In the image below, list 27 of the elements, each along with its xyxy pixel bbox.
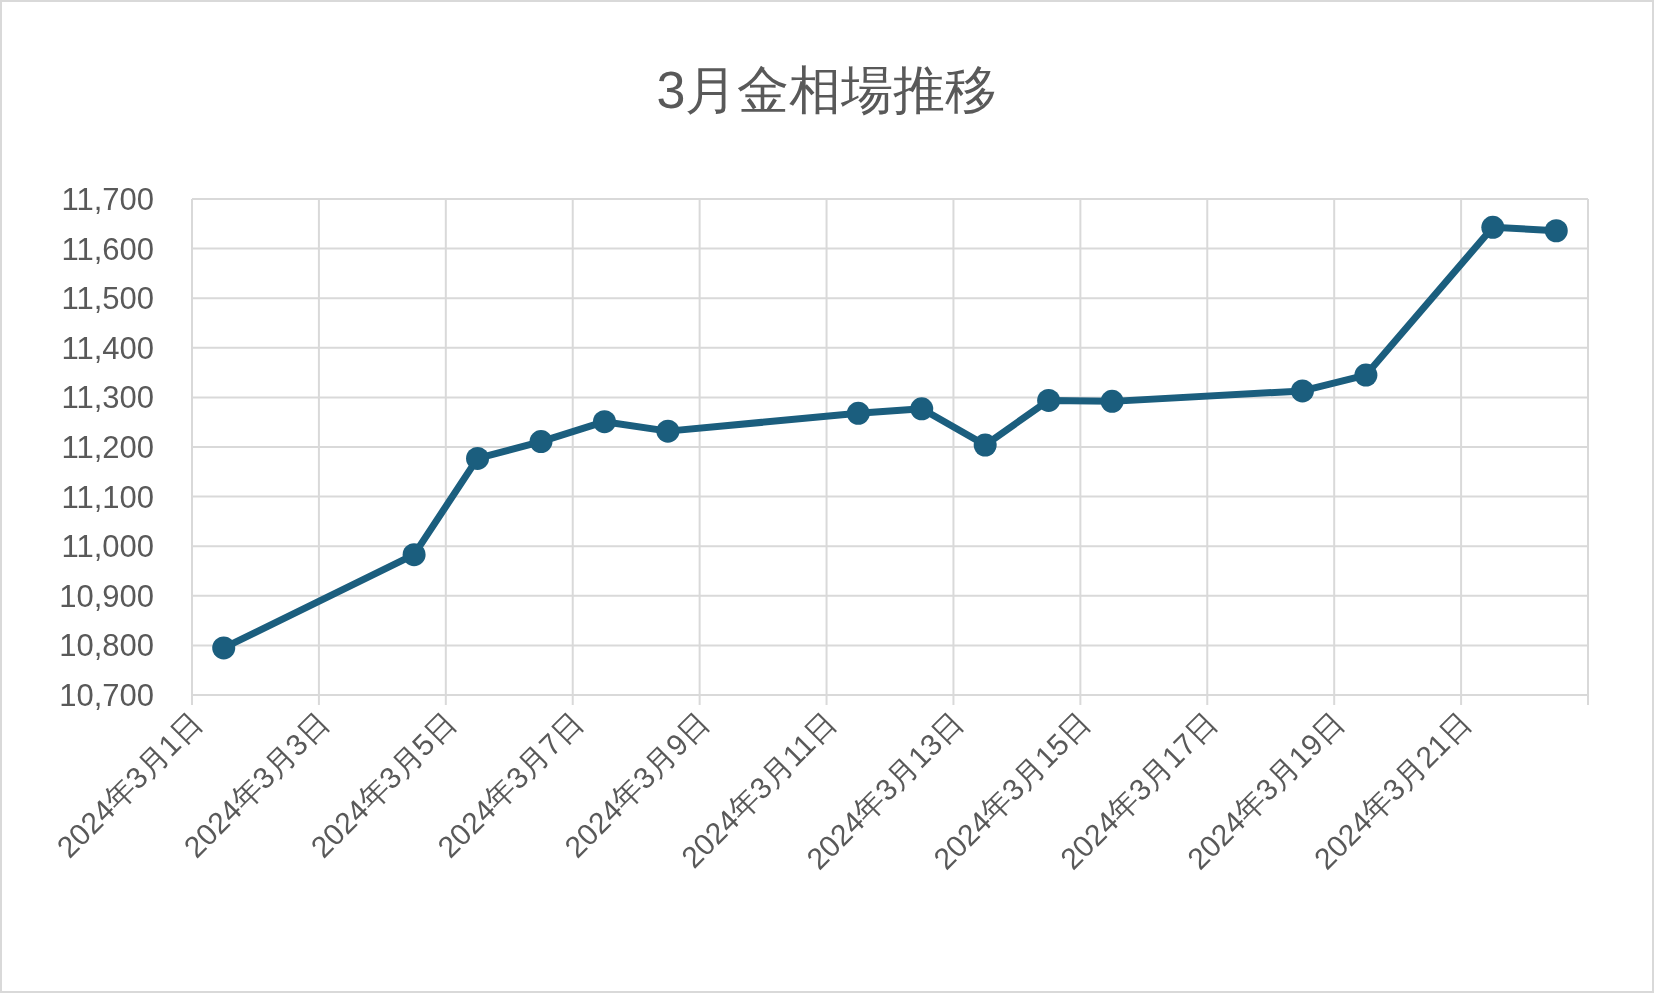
point <box>466 446 490 470</box>
point <box>1100 389 1124 413</box>
point <box>656 419 680 443</box>
point <box>1037 388 1061 412</box>
point <box>529 430 553 454</box>
y-tick-label: 10,800 <box>59 628 154 664</box>
chart-title: 3月金相場推移 <box>656 61 998 119</box>
y-tick-label: 11,100 <box>61 479 154 515</box>
point <box>910 397 934 421</box>
point <box>1481 215 1505 239</box>
y-tick-label: 10,900 <box>59 578 154 614</box>
y-tick-label: 10,700 <box>59 678 154 713</box>
point <box>846 401 870 425</box>
point <box>973 433 997 457</box>
y-tick-label: 11,400 <box>61 330 154 366</box>
point <box>592 410 616 434</box>
point <box>1544 219 1568 243</box>
point <box>402 543 426 567</box>
point <box>212 636 236 660</box>
point <box>1354 363 1378 387</box>
y-tick-label: 11,500 <box>61 281 154 317</box>
point <box>1290 379 1314 403</box>
y-tick-label: 11,200 <box>61 430 154 465</box>
y-tick-label: 11,600 <box>61 231 154 267</box>
y-tick-label: 11,700 <box>61 182 154 217</box>
y-tick-label: 11,000 <box>61 529 154 565</box>
y-tick-label: 11,300 <box>61 380 154 416</box>
